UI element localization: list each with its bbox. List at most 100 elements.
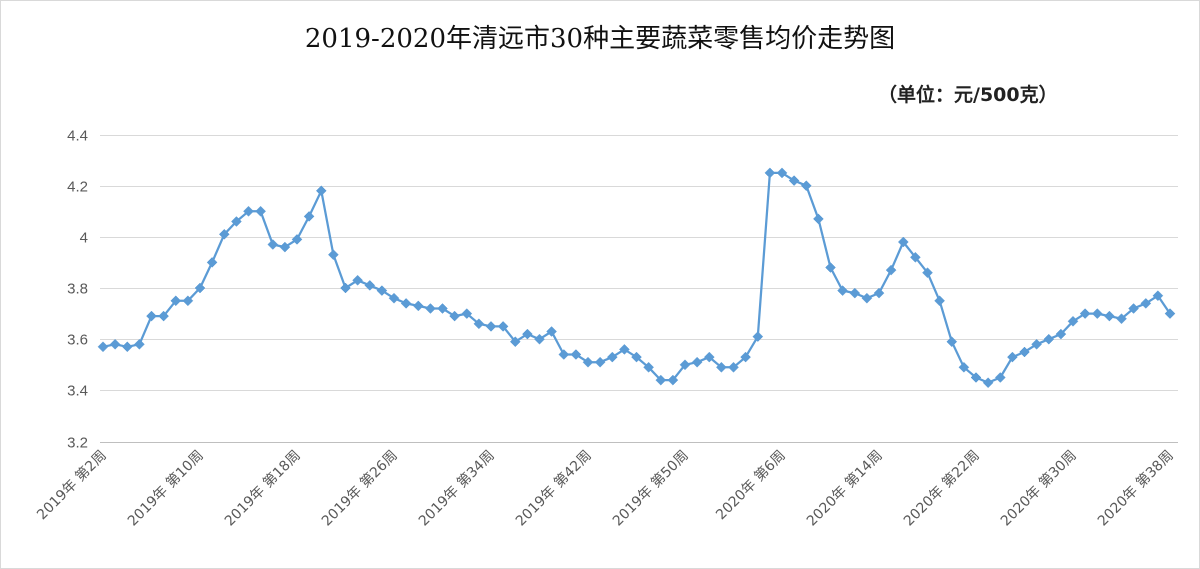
- data-point: [813, 213, 824, 225]
- data-point: [667, 374, 679, 386]
- data-point: [231, 216, 242, 227]
- data-point: [1140, 298, 1152, 309]
- data-point: [328, 249, 339, 261]
- data-point: [267, 239, 279, 250]
- data-point: [194, 282, 206, 294]
- data-point: [619, 344, 630, 355]
- data-point: [206, 257, 218, 268]
- data-point: [388, 292, 400, 304]
- data-point: [218, 228, 230, 240]
- x-tick-label: 2019年 第34周: [415, 447, 498, 530]
- data-point: [570, 349, 582, 360]
- data-point: [606, 351, 618, 363]
- data-point: [1128, 303, 1139, 314]
- data-point: [546, 326, 557, 337]
- data-point: [910, 251, 921, 263]
- data-point: [776, 167, 788, 179]
- y-tick-label: 3.8: [67, 281, 88, 298]
- data-point: [170, 295, 182, 307]
- data-point: [788, 175, 800, 186]
- data-point: [1019, 346, 1030, 358]
- data-point: [473, 318, 485, 330]
- data-point: [425, 303, 436, 314]
- data-point: [485, 321, 497, 332]
- data-point: [861, 292, 873, 304]
- data-point: [522, 328, 533, 340]
- y-tick-label: 3.2: [67, 435, 88, 452]
- data-point: [922, 267, 933, 279]
- x-tick-label: 2019年 第50周: [609, 447, 692, 530]
- data-point: [703, 351, 715, 363]
- data-point: [1164, 308, 1176, 319]
- x-tick-label: 2020年 第14周: [803, 447, 886, 530]
- y-tick-label: 3.6: [67, 332, 88, 349]
- data-point: [631, 351, 642, 363]
- data-point: [1104, 310, 1115, 322]
- data-point: [594, 356, 606, 368]
- data-point: [946, 336, 958, 348]
- data-point: [970, 372, 982, 383]
- x-tick-label: 2020年 第22周: [900, 447, 983, 530]
- data-point: [994, 372, 1006, 383]
- data-point: [109, 338, 121, 350]
- data-point: [934, 295, 945, 307]
- data-point: [509, 336, 521, 348]
- x-tick-label: 2020年 第6周: [712, 447, 788, 523]
- data-point: [1067, 315, 1079, 327]
- y-axis-tick-labels: 3.2 3.4 3.6 3.8 4 4.2 4.4: [67, 128, 88, 452]
- data-point: [412, 300, 424, 312]
- x-tick-label: 2020年 第38周: [1094, 447, 1177, 530]
- data-point: [679, 359, 691, 371]
- data-point: [291, 234, 303, 245]
- y-tick-label: 4.4: [67, 128, 88, 145]
- x-tick-label: 2019年 第2周: [33, 447, 109, 523]
- data-point: [279, 241, 291, 253]
- x-tick-label: 2019年 第10周: [124, 447, 207, 530]
- data-point: [982, 377, 994, 389]
- x-tick-label: 2019年 第26周: [318, 447, 401, 530]
- x-tick-label: 2020年 第30周: [997, 447, 1080, 530]
- x-tick-label: 2019年 第18周: [221, 447, 304, 530]
- data-point: [243, 205, 254, 217]
- chart-title: 2019-2020年清远市30种主要蔬菜零售均价走势图: [304, 24, 896, 54]
- data-point: [582, 356, 594, 368]
- data-point: [1031, 338, 1042, 350]
- data-point: [1152, 290, 1164, 302]
- data-point: [497, 321, 509, 332]
- unit-note: （单位：元/500克）: [878, 84, 1058, 106]
- x-tick-label: 2019年 第42周: [512, 447, 595, 530]
- data-point: [376, 285, 388, 296]
- data-point: [461, 308, 473, 319]
- data-point: [764, 167, 776, 179]
- data-point: [1079, 308, 1091, 319]
- data-point: [534, 333, 545, 345]
- data-point: [897, 236, 909, 248]
- data-point: [1091, 308, 1103, 319]
- data-point: [340, 282, 351, 294]
- data-point: [643, 361, 654, 373]
- data-point: [958, 361, 970, 373]
- series-line: [102, 171, 1171, 384]
- data-point: [873, 287, 885, 299]
- data-point: [825, 262, 836, 273]
- y-tick-label: 4.2: [67, 179, 88, 196]
- data-point: [352, 274, 363, 286]
- data-point: [255, 205, 266, 217]
- data-point: [752, 331, 764, 342]
- data-point: [655, 374, 667, 386]
- x-axis-tick-labels: 2019年 第2周 2019年 第10周 2019年 第18周 2019年 第26周 2…: [33, 447, 1176, 530]
- data-point: [558, 349, 570, 360]
- data-point: [691, 356, 703, 368]
- data-point: [303, 211, 315, 222]
- data-point: [437, 303, 448, 314]
- data-point: [837, 285, 848, 296]
- data-point: [134, 338, 145, 350]
- data-point: [449, 310, 460, 322]
- data-point: [1055, 328, 1067, 340]
- data-point: [1043, 333, 1055, 345]
- data-point: [315, 185, 327, 197]
- data-point: [121, 341, 133, 353]
- data-point: [885, 264, 897, 276]
- data-point: [1116, 313, 1127, 325]
